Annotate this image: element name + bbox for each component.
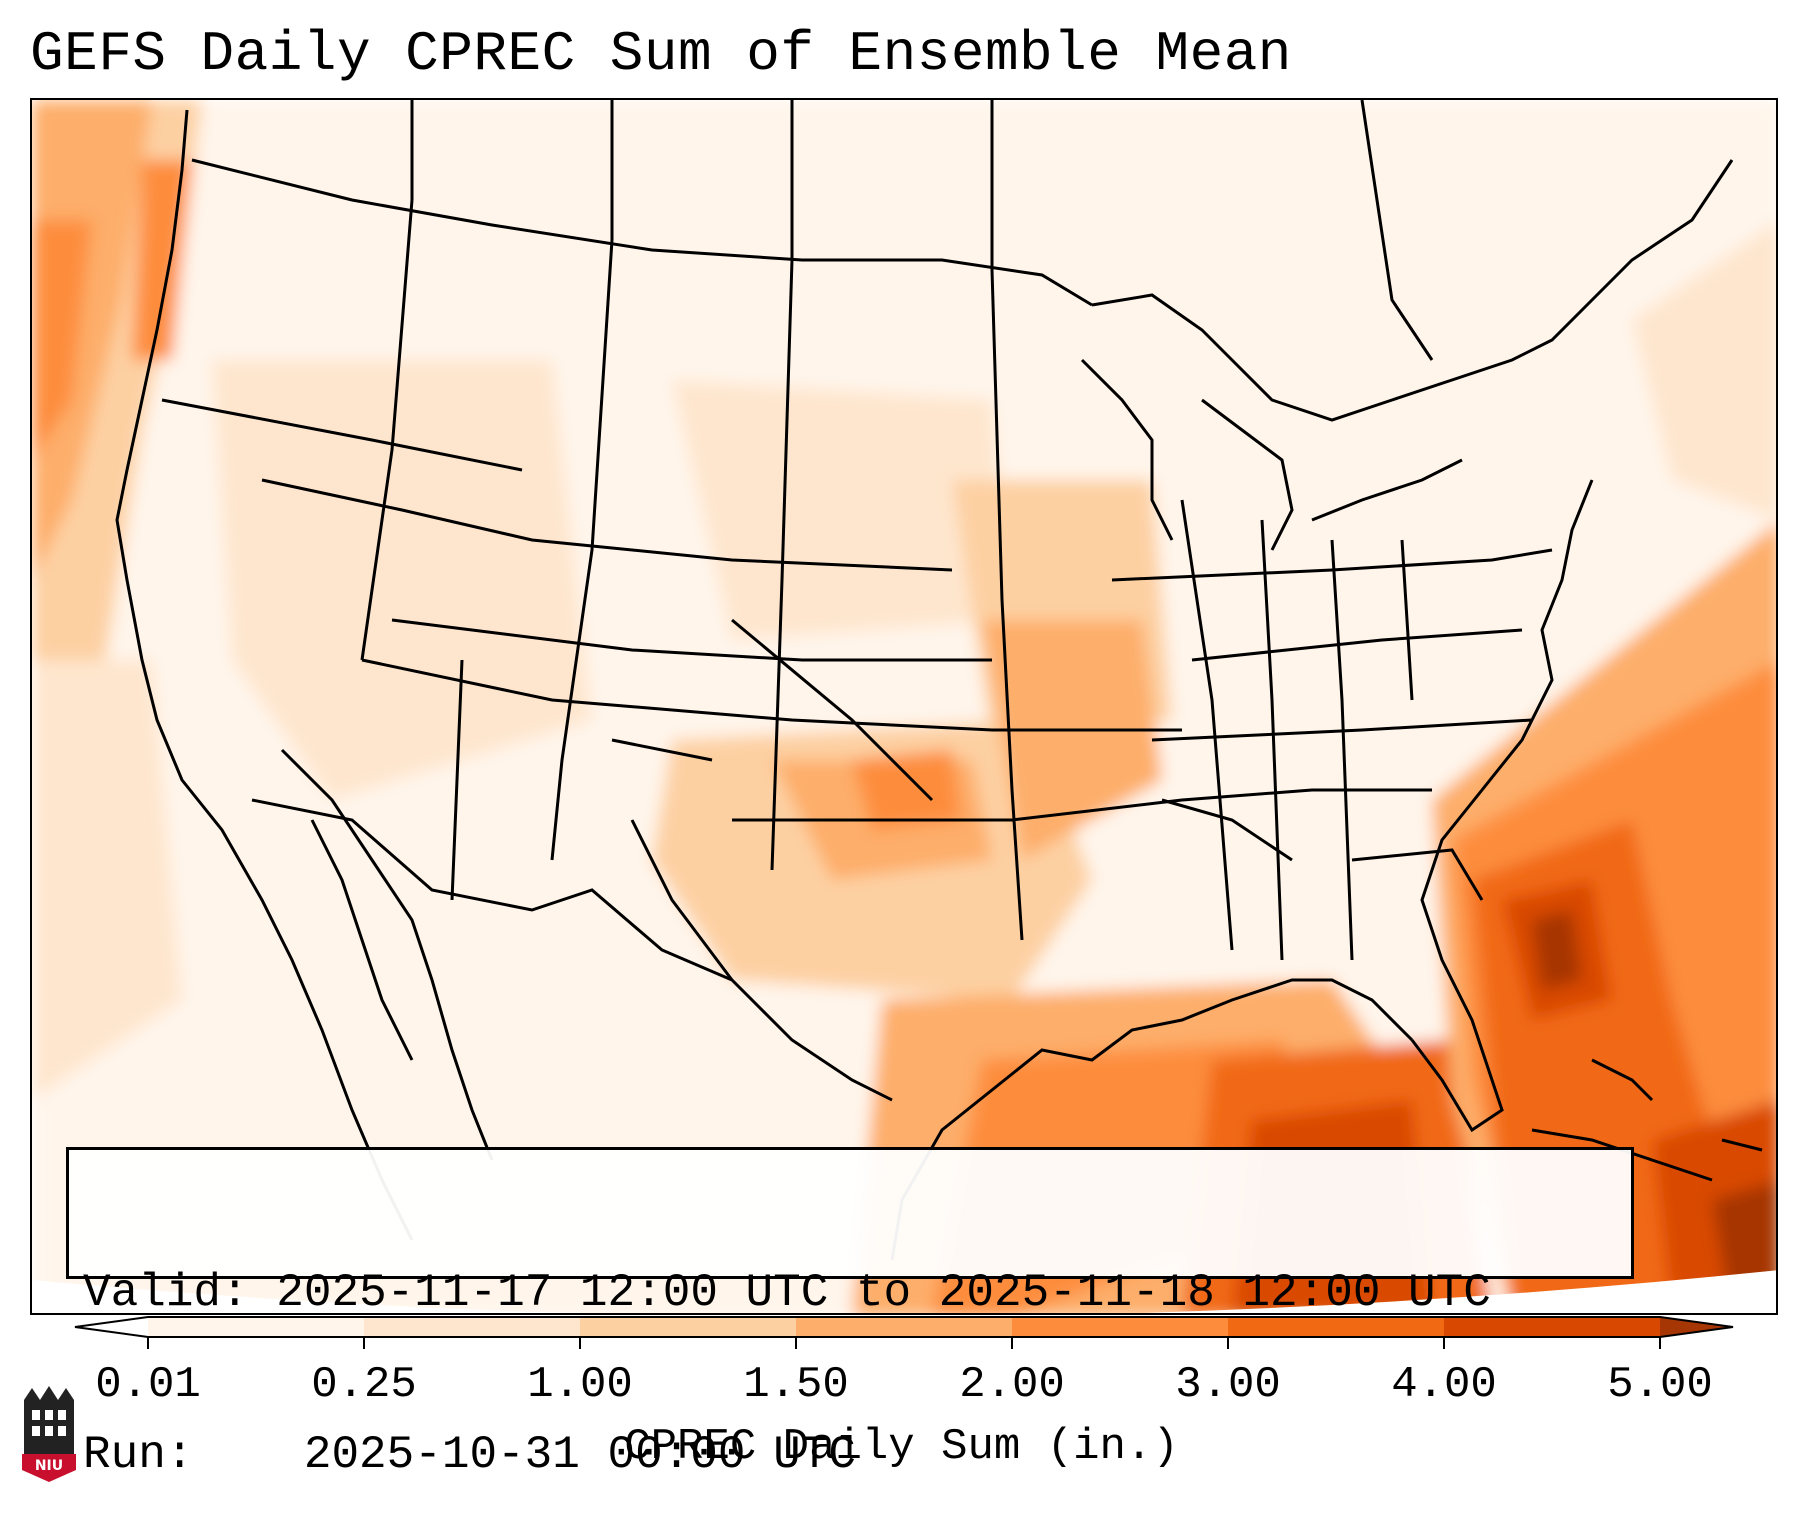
logo-text: NIU	[35, 1458, 63, 1474]
run-value: 2025-10-31 00:00 UTC	[303, 1429, 856, 1481]
map-boundaries	[115, 100, 1763, 1261]
valid-run-info-box: Valid: 2025-11-17 12:00 UTC to 2025-11-1…	[66, 1147, 1634, 1481]
colorbar-segment	[1012, 1317, 1229, 1337]
colorbar-segment	[580, 1317, 797, 1337]
valid-value: 2025-11-17 12:00 UTC to 2025-11-18 12:00…	[276, 1267, 1491, 1319]
run-label: Run:	[83, 1429, 194, 1481]
colorbar-tick-label: 0.01	[95, 1360, 201, 1410]
colorbar-extend-high	[1660, 1317, 1733, 1337]
colorbar-tick-label: 0.25	[311, 1360, 417, 1410]
niu-logo: NIU	[20, 1386, 78, 1482]
colorbar-extend-low	[75, 1317, 148, 1337]
colorbar-label: CPREC Daily Sum (in.)	[624, 1422, 1179, 1472]
colorbar-tick-label: 3.00	[1175, 1360, 1281, 1410]
colorbar-tick-label: 2.00	[959, 1360, 1065, 1410]
precip-field	[32, 100, 1776, 1313]
colorbar-tick-label: 4.00	[1391, 1360, 1497, 1410]
colorbar-segment	[1444, 1317, 1661, 1337]
run-line: Run: 2025-10-31 00:00 UTC	[83, 1428, 1631, 1482]
chart-title: GEFS Daily CPREC Sum of Ensemble Mean	[30, 22, 1292, 86]
colorbar-tick-label: 1.50	[743, 1360, 849, 1410]
valid-line: Valid: 2025-11-17 12:00 UTC to 2025-11-1…	[83, 1266, 1631, 1320]
colorbar	[0, 1305, 1803, 1365]
colorbar-tick-label: 1.00	[527, 1360, 633, 1410]
colorbar-segment	[1228, 1317, 1445, 1337]
colorbar-segment	[796, 1317, 1013, 1337]
colorbar-tick-label: 5.00	[1607, 1360, 1713, 1410]
colorbar-segment	[148, 1317, 365, 1337]
colorbar-segment	[364, 1317, 581, 1337]
map-panel	[30, 98, 1778, 1315]
valid-label: Valid:	[83, 1267, 249, 1319]
